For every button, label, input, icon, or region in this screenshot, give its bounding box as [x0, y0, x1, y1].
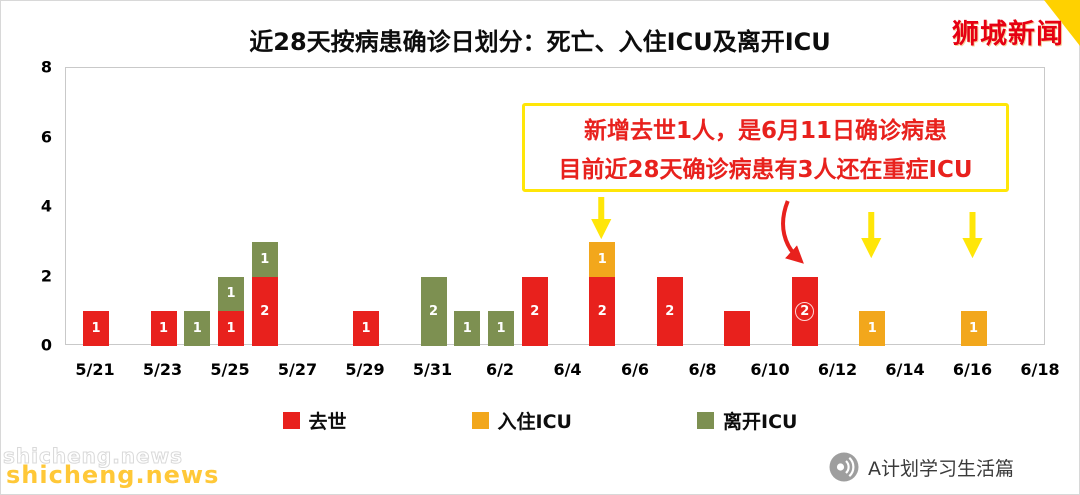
bar-segment: 2 — [251, 276, 278, 346]
legend-label: 入住ICU — [497, 411, 572, 433]
bar-value-label: 2 — [795, 301, 815, 321]
bar-value-label: 2 — [597, 303, 607, 319]
watermark-echo: shicheng.news — [3, 444, 183, 469]
y-tick-label: 2 — [40, 266, 52, 285]
bar-value-label: 1 — [158, 321, 169, 337]
annotation-box: 新增去世1人，是6月11日确诊病患 目前近28天确诊病患有3人还在重症ICU — [522, 103, 1009, 192]
bar-segment: 2 — [589, 276, 616, 346]
bar-value-label: 2 — [428, 303, 439, 319]
site-logo: 狮城新闻 — [952, 19, 1064, 50]
x-tick-label: 5/21 — [75, 360, 115, 379]
legend-item: 离开ICU — [697, 407, 797, 434]
bar-segment: 1 — [150, 311, 177, 346]
x-tick-label: 5/23 — [142, 360, 183, 379]
bar-value-label: 1 — [968, 321, 979, 337]
y-tick-label: 0 — [40, 335, 52, 355]
bar-value-label: 1 — [226, 321, 236, 337]
x-tick-label: 6/16 — [952, 360, 993, 379]
bar-segment: 1 — [488, 311, 514, 346]
legend-label: 去世 — [308, 411, 347, 433]
bar-value-label: 1 — [462, 321, 472, 337]
legend: 去世 入住ICU 离开ICU — [0, 407, 1080, 434]
annotation-line-1: 新增去世1人，是6月11日确诊病患 — [583, 118, 947, 144]
bar-segment: 2 — [791, 276, 818, 346]
bar-value-label: 1 — [496, 321, 506, 337]
x-tick-label: 6/10 — [750, 360, 790, 379]
bar-value-label: 2 — [665, 303, 675, 319]
bar-segment — [724, 311, 751, 346]
bar-segment: 1 — [859, 311, 886, 346]
y-tick-label: 6 — [40, 127, 52, 146]
bar-segment: 2 — [521, 276, 548, 346]
bar-value-label: 1 — [361, 321, 371, 337]
annotation-line-2: 目前近28天确诊病患有3人还在重症ICU — [558, 157, 973, 183]
x-tick-label: 5/29 — [345, 360, 385, 379]
bar-segment: 1 — [353, 311, 379, 346]
bar-value-label: 1 — [91, 321, 101, 337]
x-tick-label: 5/25 — [210, 360, 250, 379]
x-tick-label: 5/27 — [277, 360, 318, 379]
bar-segment: 1 — [251, 241, 278, 277]
legend-swatch-icon — [471, 412, 489, 429]
watermark: shicheng.news — [6, 461, 220, 489]
footer-account: A计划学习生活篇 — [829, 452, 1014, 482]
bar-value-label: 1 — [226, 286, 236, 302]
bar-segment: 2 — [656, 276, 683, 346]
account-name: A计划学习生活篇 — [868, 457, 1014, 480]
bar-segment: 1 — [218, 311, 244, 346]
bar-segment: 2 — [420, 276, 447, 346]
bar-segment: 1 — [184, 311, 211, 346]
bar-value-label: 1 — [260, 251, 270, 267]
chart-title: 近28天按病患确诊日划分：死亡、入住ICU及离开ICU — [249, 28, 831, 56]
legend-item: 入住ICU — [471, 407, 572, 434]
bar-value-label: 1 — [192, 321, 202, 337]
y-tick-label: 4 — [40, 196, 52, 216]
bar-segment: 1 — [589, 241, 616, 277]
y-tick-label: 8 — [40, 57, 52, 77]
bar-segment: 1 — [83, 311, 109, 346]
bar-segment: 1 — [960, 311, 987, 346]
bar-segment: 1 — [454, 311, 481, 346]
bar-value-label: 1 — [597, 251, 607, 267]
x-tick-label: 6/4 — [553, 360, 582, 379]
x-tick-label: 6/14 — [885, 360, 925, 379]
x-tick-label: 6/12 — [817, 360, 858, 379]
bar-value-label: 1 — [867, 321, 877, 337]
bar-value-label: 2 — [260, 303, 270, 319]
x-tick-label: 6/6 — [620, 360, 650, 379]
x-tick-label: 5/31 — [412, 360, 453, 379]
x-tick-label: 6/2 — [485, 360, 515, 379]
legend-label: 离开ICU — [723, 411, 798, 433]
bar-segment: 1 — [218, 276, 244, 312]
x-tick-label: 6/18 — [1020, 360, 1060, 379]
account-logo-icon — [829, 452, 859, 482]
x-tick-label: 6/8 — [688, 360, 717, 379]
legend-swatch-icon — [697, 412, 714, 429]
legend-item: 去世 — [282, 407, 347, 434]
legend-swatch-icon — [282, 412, 300, 429]
bar-value-label: 2 — [530, 303, 540, 319]
